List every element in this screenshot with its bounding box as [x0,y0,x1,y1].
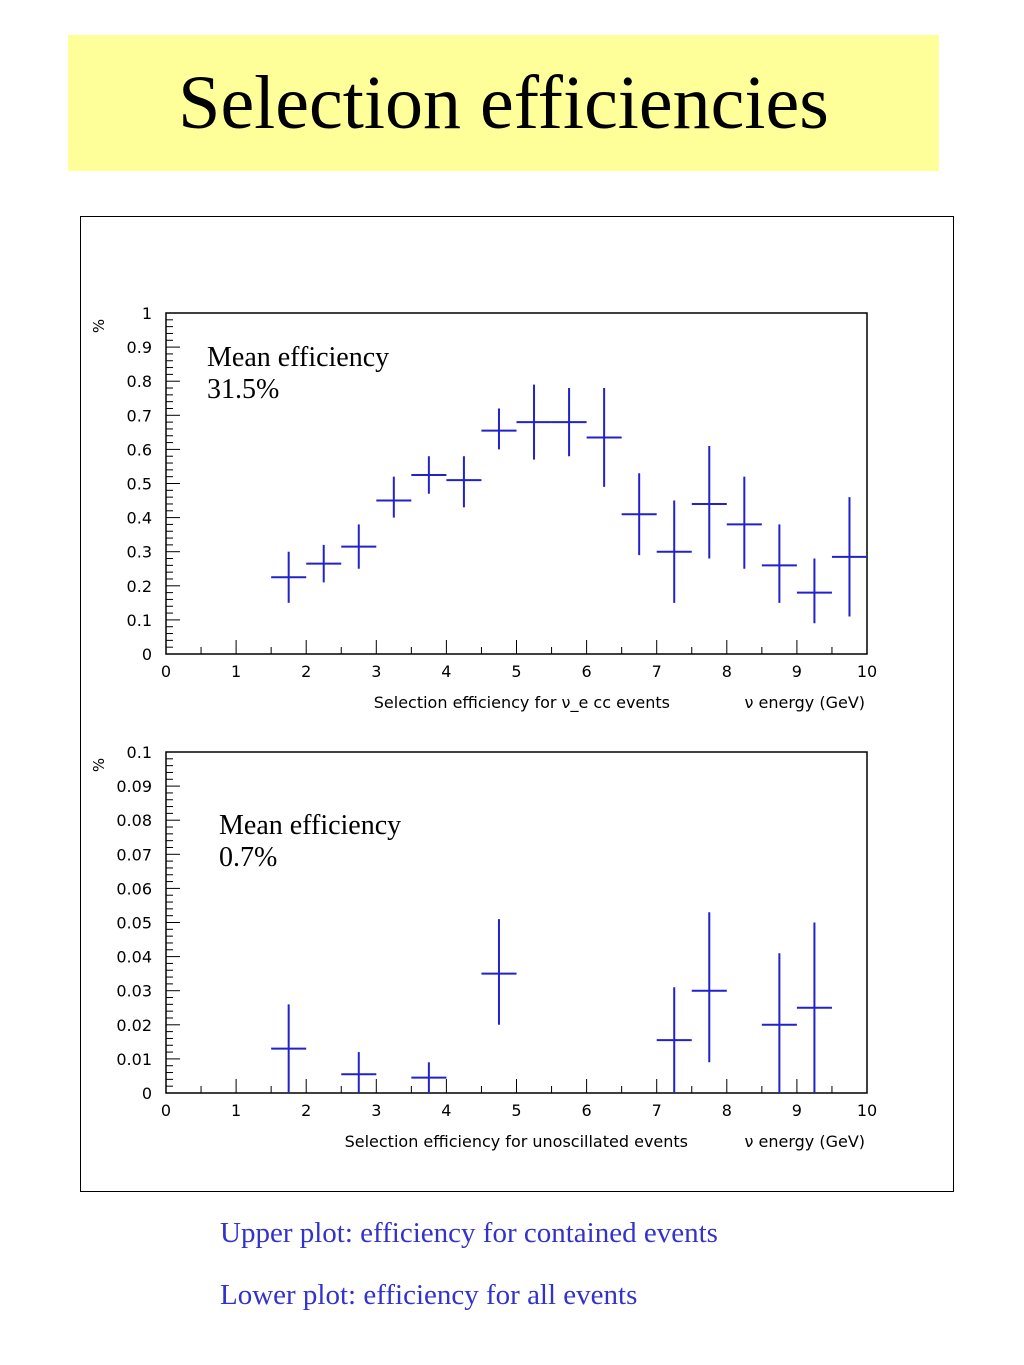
y-tick-label: 0 [142,645,152,664]
y-tick-label: 0.7 [127,406,152,425]
x-tick-label: 8 [722,1101,732,1120]
caption-upper: Upper plot: efficiency for contained eve… [220,1217,718,1249]
x-tick-label: 6 [582,1101,592,1120]
y-tick-label: 0.2 [127,577,152,596]
plot-box [165,751,868,1094]
data-point [481,408,517,450]
lower-plot: 0 0.01 0.02 0.03 0.04 0.05 0.06 0.07 0.08 0.09 0.1… [90,743,877,1151]
y-tick-label: 0.03 [116,982,152,1001]
y-tick-label: 0.5 [127,475,152,494]
x-tick-label: 3 [371,1101,381,1120]
x-tick-label: 1 [231,662,241,681]
y-tick-label: 0.09 [116,777,152,796]
data-point [306,544,342,583]
data-point [691,912,727,1063]
x-tick-label: 4 [441,1101,451,1120]
data-point [411,1062,447,1093]
y-axis-label: % [90,319,108,333]
x-tick-label: 9 [792,1101,802,1120]
data-point [831,497,867,617]
lower-annotation: Mean efficiency 0.7% [219,810,401,874]
x-axis-label: Selection efficiency for unoscillated ev… [345,1132,688,1151]
upper-annotation-line1: Mean efficiency [207,342,390,373]
data-point [411,456,447,494]
x-tick-label: 5 [511,1101,521,1120]
data-point [621,473,657,556]
x-tick-label: 2 [301,1101,311,1120]
y-tick-label: 1 [142,304,152,323]
x-tick-label: 7 [652,1101,662,1120]
data-point [341,1052,377,1093]
data-point [551,388,587,457]
y-tick-label: 0.9 [127,338,152,357]
y-tick-label: 0.07 [116,845,152,864]
upper-annotation-line2: 31.5% [207,374,280,405]
slide-title: Selection efficiencies [178,61,829,145]
x-tick-label: 9 [792,662,802,681]
data-point [271,551,307,603]
data-point [796,922,832,1093]
lower-annotation-line2: 0.7% [219,842,278,873]
upper-plot: 00.10.20.30.40.50.60.70.80.910 1 2 3 4 5 6 7 8 9 1… [90,304,877,713]
lower-annotation-line1: Mean efficiency [219,810,402,841]
y-tick-label: 0.06 [116,879,152,898]
data-point [761,524,797,603]
x-tick-label: 1 [231,1101,241,1120]
x-axis-unit-label: ν energy (GeV) [744,693,865,712]
y-tick-label: 0.6 [127,440,152,459]
x-tick-label: 5 [511,662,521,681]
x-tick-label: 10 [857,1101,877,1120]
data-point [446,456,482,508]
y-tick-label: 0.01 [116,1050,152,1069]
data-point [726,476,762,569]
caption-lower: Lower plot: efficiency for all events [220,1279,638,1311]
x-tick-label: 2 [301,662,311,681]
x-tick-label: 0 [161,1101,171,1120]
x-axis-unit-label: ν energy (GeV) [744,1132,865,1151]
data-point [656,987,692,1093]
data-point [656,500,692,603]
data-point [271,1004,307,1093]
data-point [796,558,832,624]
data-point [341,524,377,569]
upper-annotation: Mean efficiency 31.5% [207,342,389,406]
y-tick-label: 0.04 [116,948,152,967]
data-point [586,388,622,487]
data-point [516,384,552,460]
data-point [761,953,797,1093]
x-tick-label: 7 [652,662,662,681]
y-tick-label: 0.02 [116,1016,152,1035]
title-banner: Selection efficiencies [68,35,939,171]
y-tick-label: 0.1 [127,611,152,630]
y-tick-label: 0.4 [127,509,152,528]
x-tick-label: 10 [857,662,877,681]
y-tick-label: 0.05 [116,914,152,933]
x-axis-label: Selection efficiency for ν_e cc events [374,693,670,713]
x-tick-label: 8 [722,662,732,681]
plot-frame [80,216,954,1192]
y-axis-label: % [90,758,108,772]
data-point [691,445,727,559]
x-tick-label: 4 [441,662,451,681]
y-tick-label: 0.1 [127,743,152,762]
data-point [481,919,517,1025]
x-tick-label: 3 [371,662,381,681]
y-tick-label: 0.08 [116,811,152,830]
y-tick-label: 0.8 [127,372,152,391]
y-tick-label: 0.3 [127,543,152,562]
y-tick-label: 0 [142,1084,152,1103]
data-point [376,476,412,518]
x-tick-label: 6 [582,662,592,681]
x-tick-label: 0 [161,662,171,681]
